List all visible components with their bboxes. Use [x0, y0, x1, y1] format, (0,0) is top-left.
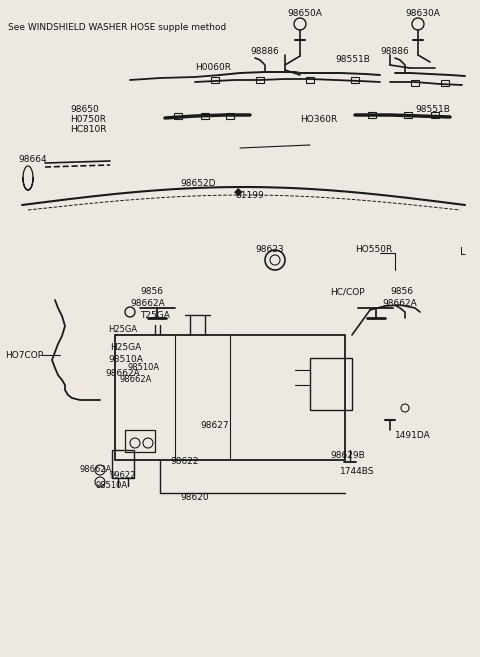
Text: 98662A: 98662A: [80, 466, 112, 474]
Bar: [431, 112, 439, 118]
Text: 98629B: 98629B: [330, 451, 365, 459]
Text: 98650: 98650: [70, 106, 99, 114]
Text: HC810R: HC810R: [70, 125, 107, 135]
Text: 98630A: 98630A: [405, 9, 440, 18]
Text: 98510A: 98510A: [96, 480, 128, 489]
Text: 98627: 98627: [200, 420, 228, 430]
Bar: [115, 335, 345, 460]
Text: 98664: 98664: [18, 156, 47, 164]
Text: 98662A: 98662A: [130, 298, 165, 307]
Bar: [112, 450, 134, 478]
Text: 98662A: 98662A: [120, 376, 152, 384]
Text: 98551B: 98551B: [335, 55, 370, 64]
Text: T25GA: T25GA: [140, 311, 170, 321]
Text: L: L: [460, 247, 466, 257]
Text: See WINDSHIELD WASHER HOSE supple method: See WINDSHIELD WASHER HOSE supple method: [8, 24, 226, 32]
Text: H0060R: H0060R: [195, 64, 231, 72]
Text: 98650A: 98650A: [287, 9, 322, 18]
Text: HO550R: HO550R: [355, 246, 392, 254]
Bar: [368, 112, 376, 118]
Text: 9856: 9856: [140, 288, 163, 296]
Bar: [351, 77, 359, 83]
Bar: [226, 113, 234, 119]
Text: 98622: 98622: [170, 457, 199, 466]
Bar: [125, 430, 155, 452]
Text: H0750R: H0750R: [70, 116, 106, 124]
Bar: [306, 77, 314, 83]
Text: HC/COP: HC/COP: [330, 288, 365, 296]
Text: 81199: 81199: [235, 191, 264, 200]
Text: 98510A: 98510A: [128, 363, 160, 373]
Text: 9856: 9856: [390, 288, 413, 296]
Bar: [404, 112, 412, 118]
Bar: [211, 77, 219, 83]
Text: 98886: 98886: [250, 47, 279, 57]
Text: 98662A: 98662A: [105, 369, 140, 378]
Text: 98652D: 98652D: [180, 179, 216, 187]
Bar: [310, 358, 352, 410]
Bar: [411, 80, 419, 86]
Bar: [256, 77, 264, 83]
Text: H25GA: H25GA: [108, 325, 137, 334]
Text: 98662A: 98662A: [382, 298, 417, 307]
Text: 1744BS: 1744BS: [340, 468, 374, 476]
Text: HO360R: HO360R: [300, 116, 337, 124]
Bar: [441, 80, 449, 86]
Text: 98620: 98620: [180, 493, 209, 503]
Text: 98510A: 98510A: [108, 355, 143, 365]
Text: H25GA: H25GA: [110, 344, 141, 353]
Bar: [201, 113, 209, 119]
Text: 98551B: 98551B: [415, 106, 450, 114]
Bar: [174, 113, 182, 119]
Text: 98623: 98623: [255, 246, 284, 254]
Text: 98886: 98886: [380, 47, 409, 57]
Text: ◆: ◆: [234, 187, 242, 197]
Text: 1491DA: 1491DA: [395, 430, 431, 440]
Text: HO7COP: HO7COP: [5, 350, 43, 359]
Text: 99622: 99622: [110, 472, 136, 480]
